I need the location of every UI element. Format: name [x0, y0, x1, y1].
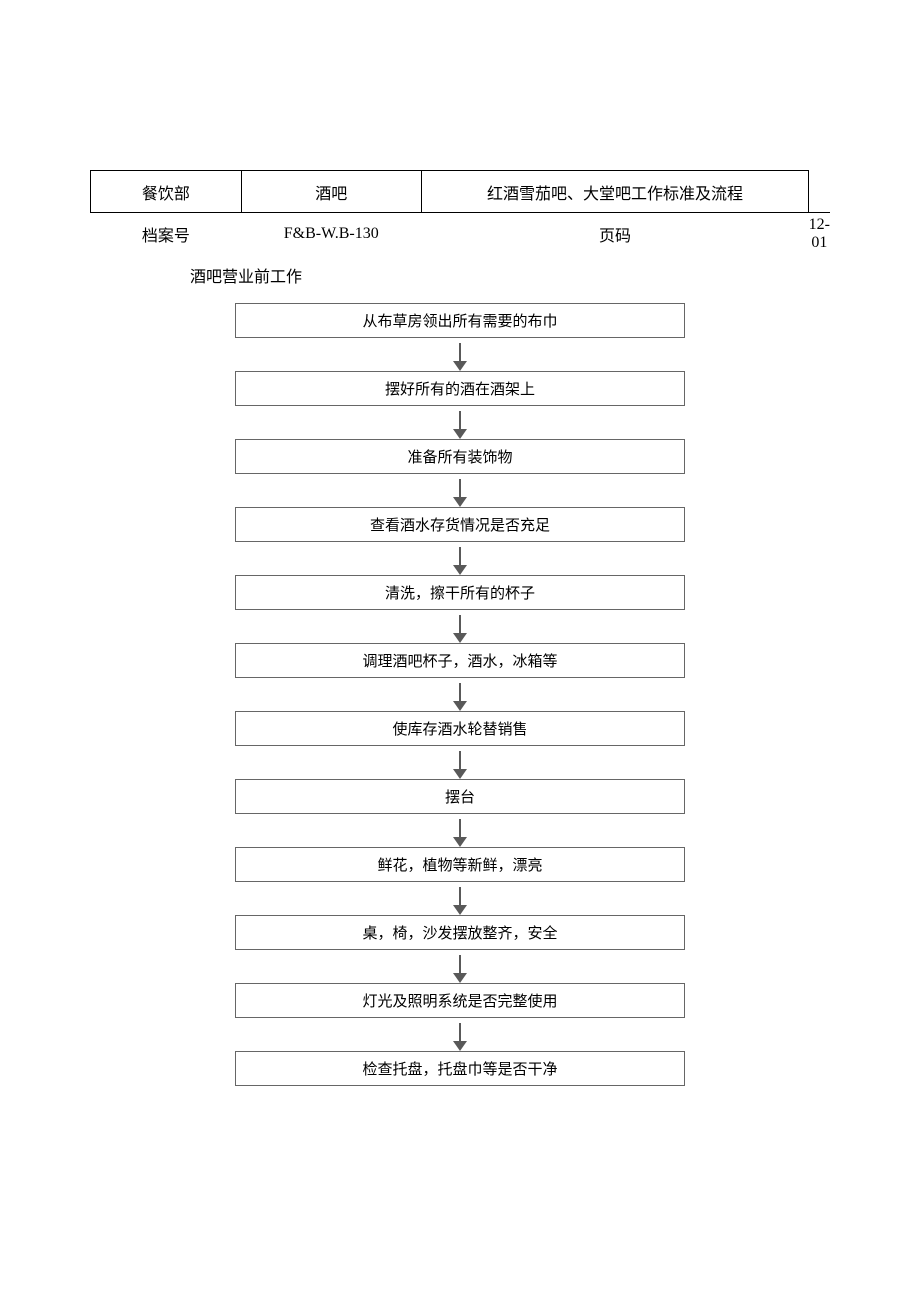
header-file-label: 档案号 [91, 213, 242, 255]
header-page-no: 12-01 [809, 213, 830, 255]
header-area: 酒吧 [241, 171, 421, 213]
arrow-down-icon [452, 678, 468, 711]
flow-step: 从布草房领出所有需要的布巾 [235, 303, 685, 338]
header-row-1: 餐饮部 酒吧 红酒雪茄吧、大堂吧工作标准及流程 [91, 171, 831, 213]
section-title: 酒吧营业前工作 [190, 263, 830, 287]
arrow-down-icon [452, 474, 468, 507]
flow-step: 准备所有装饰物 [235, 439, 685, 474]
arrow-down-icon [452, 746, 468, 779]
flow-step: 检查托盘，托盘巾等是否干净 [235, 1051, 685, 1086]
arrow-down-icon [452, 882, 468, 915]
flow-step: 清洗，擦干所有的杯子 [235, 575, 685, 610]
arrow-down-icon [452, 610, 468, 643]
flow-step: 调理酒吧杯子，酒水，冰箱等 [235, 643, 685, 678]
header-dept: 餐饮部 [91, 171, 242, 213]
header-file-no: F&B-W.B-130 [241, 213, 421, 255]
flow-step: 摆好所有的酒在酒架上 [235, 371, 685, 406]
header-title: 红酒雪茄吧、大堂吧工作标准及流程 [421, 171, 808, 213]
arrow-down-icon [452, 338, 468, 371]
arrow-down-icon [452, 1018, 468, 1051]
header-page-label: 页码 [421, 213, 808, 255]
arrow-down-icon [452, 406, 468, 439]
flow-step: 摆台 [235, 779, 685, 814]
document-header-table: 餐饮部 酒吧 红酒雪茄吧、大堂吧工作标准及流程 档案号 F&B-W.B-130 … [90, 170, 830, 255]
header-row-2: 档案号 F&B-W.B-130 页码 12-01 [91, 213, 831, 255]
flow-step: 灯光及照明系统是否完整使用 [235, 983, 685, 1018]
flowchart: 从布草房领出所有需要的布巾摆好所有的酒在酒架上准备所有装饰物查看酒水存货情况是否… [235, 303, 685, 1086]
flow-step: 查看酒水存货情况是否充足 [235, 507, 685, 542]
flow-step: 使库存酒水轮替销售 [235, 711, 685, 746]
arrow-down-icon [452, 814, 468, 847]
arrow-down-icon [452, 950, 468, 983]
flow-step: 鲜花，植物等新鲜，漂亮 [235, 847, 685, 882]
arrow-down-icon [452, 542, 468, 575]
flow-step: 桌，椅，沙发摆放整齐，安全 [235, 915, 685, 950]
